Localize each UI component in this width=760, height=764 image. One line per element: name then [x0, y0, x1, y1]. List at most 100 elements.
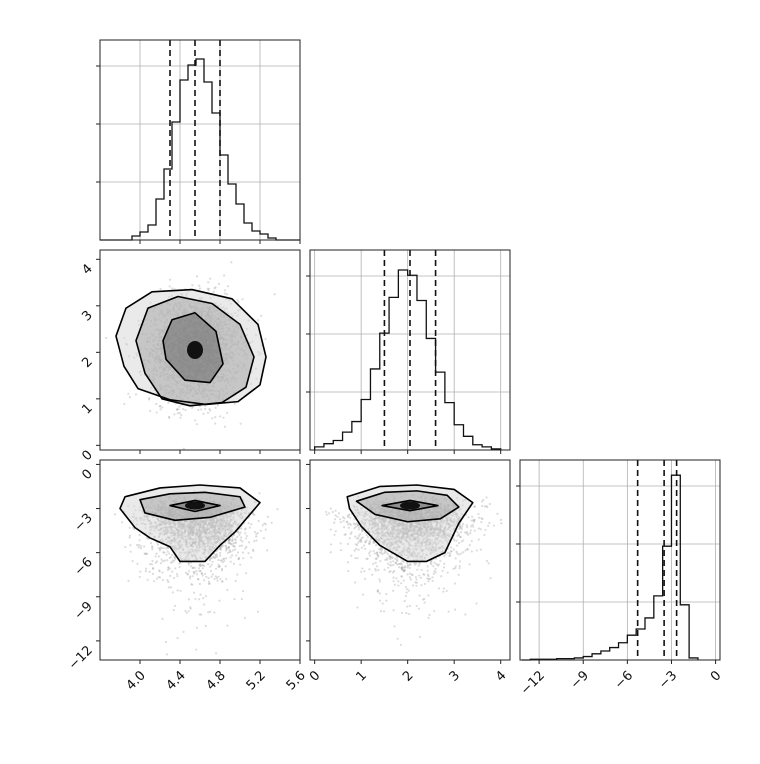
x-vs-z-scatter-point: [114, 513, 116, 515]
x-vs-z-scatter-point: [179, 590, 181, 592]
x-vs-z-scatter-point: [166, 653, 168, 655]
x-vs-z-scatter-point: [140, 547, 142, 549]
x-vs-z-scatter-point: [225, 557, 227, 559]
x-vs-z-scatter-point: [188, 598, 190, 600]
x-vs-z-scatter-point: [151, 560, 153, 562]
x-vs-y-ytick-label: 0: [79, 448, 95, 464]
x-vs-y-scatter-point: [264, 338, 266, 340]
x-vs-z-scatter-point: [177, 589, 179, 591]
x-vs-z-scatter-point: [189, 575, 191, 577]
x-vs-y-scatter-point: [129, 396, 131, 398]
x-vs-y-scatter-point: [183, 448, 185, 450]
x-vs-z-scatter-point: [162, 551, 164, 553]
x-vs-z-scatter-point: [225, 545, 227, 547]
x-vs-z-scatter-point: [211, 564, 213, 566]
x-vs-z-scatter-point: [159, 549, 161, 551]
x-vs-y-scatter-point: [240, 423, 242, 425]
x-vs-z-scatter-point: [189, 577, 191, 579]
x-vs-y-scatter-point: [149, 410, 151, 412]
x-vs-y-scatter-point: [237, 301, 239, 303]
x-vs-z-scatter-point: [161, 571, 163, 573]
x-vs-z-scatter-point: [186, 573, 188, 575]
x-vs-z-scatter-point: [129, 535, 131, 537]
x-vs-z-scatter-point: [266, 549, 268, 551]
x-vs-z-scatter-point: [232, 543, 234, 545]
x-vs-z-scatter-point: [242, 590, 244, 592]
x-vs-z-scatter-point: [245, 537, 247, 539]
x-vs-z-scatter-point: [253, 540, 255, 542]
hist-z-xtick-label: −12: [518, 668, 548, 698]
x-vs-z-scatter-point: [150, 542, 152, 544]
x-vs-z-scatter-point: [128, 536, 130, 538]
x-vs-z-scatter-point: [226, 547, 228, 549]
x-vs-y-scatter-point: [260, 315, 262, 317]
x-vs-z-scatter-point: [235, 580, 237, 582]
x-vs-y-scatter-point: [236, 299, 238, 301]
x-vs-z-scatter-point: [218, 600, 220, 602]
x-vs-z-scatter-point: [166, 559, 168, 561]
x-vs-z-scatter-point: [158, 569, 160, 571]
x-vs-z-scatter-point: [234, 549, 236, 551]
x-vs-z-scatter-point: [191, 575, 193, 577]
hist-x-frame: [100, 40, 300, 240]
x-vs-z-scatter-point: [139, 576, 141, 578]
x-vs-y-scatter-point: [218, 283, 220, 285]
x-vs-z-scatter-point: [227, 542, 229, 544]
x-vs-y-scatter-point: [209, 277, 211, 279]
x-vs-y-scatter-point: [217, 404, 219, 406]
x-vs-y-density-core: [187, 341, 203, 359]
x-vs-z-scatter-point: [196, 627, 198, 629]
x-vs-z-scatter-point: [209, 611, 211, 613]
x-vs-y-scatter-point: [194, 419, 196, 421]
x-vs-z-scatter-point: [250, 523, 252, 525]
x-vs-z-scatter-point: [214, 557, 216, 559]
x-vs-y-scatter-point: [214, 422, 216, 424]
x-vs-z-scatter-point: [267, 516, 269, 518]
x-vs-z-scatter-point: [199, 570, 201, 572]
x-vs-y-scatter-point: [156, 411, 158, 413]
x-vs-z-scatter-point: [198, 598, 200, 600]
x-vs-z-scatter-point: [178, 566, 180, 568]
x-vs-z-scatter-point: [200, 614, 202, 616]
x-vs-z-scatter-point: [235, 539, 237, 541]
x-vs-z-scatter-point: [138, 546, 140, 548]
x-vs-z-scatter-point: [209, 566, 211, 568]
x-vs-z-scatter-point: [199, 594, 201, 596]
x-vs-z-scatter-point: [271, 522, 273, 524]
x-vs-y-scatter-point: [196, 275, 198, 277]
x-vs-z-scatter-point: [188, 610, 190, 612]
x-vs-z-scatter-point: [239, 545, 241, 547]
x-vs-z-scatter-point: [203, 603, 205, 605]
x-vs-y-plot-area: [105, 261, 276, 458]
x-vs-z-scatter-point: [205, 625, 207, 627]
x-vs-y-scatter-point: [105, 337, 107, 339]
x-vs-z-scatter-point: [241, 540, 243, 542]
x-vs-z-scatter-point: [230, 543, 232, 545]
x-vs-z-scatter-point: [147, 579, 149, 581]
x-vs-z-scatter-point: [136, 563, 138, 565]
x-vs-z-scatter-point: [152, 573, 154, 575]
x-vs-y-scatter-point: [184, 409, 186, 411]
x-vs-z-scatter-point: [258, 520, 260, 522]
x-vs-y-scatter-point: [214, 286, 216, 288]
x-vs-z-scatter-point: [238, 534, 240, 536]
x-vs-z-scatter-point: [143, 545, 145, 547]
x-vs-y-scatter-point: [179, 417, 181, 419]
x-vs-z-scatter-point: [258, 492, 260, 494]
x-vs-z-scatter-point: [174, 567, 176, 569]
x-vs-z-scatter-point: [217, 576, 219, 578]
x-vs-z-scatter-point: [240, 539, 242, 541]
x-vs-z-scatter-point: [226, 625, 228, 627]
x-vs-z-scatter-point: [225, 549, 227, 551]
x-vs-z-scatter-point: [230, 561, 232, 563]
x-vs-z-scatter-point: [168, 586, 170, 588]
x-vs-z-scatter-point: [255, 539, 257, 541]
x-vs-y-scatter-point: [168, 416, 170, 418]
x-vs-y-scatter-point: [159, 405, 161, 407]
x-vs-y-scatter-point: [209, 409, 211, 411]
x-vs-z-scatter-point: [218, 565, 220, 567]
x-vs-z-scatter-point: [176, 575, 178, 577]
x-vs-z-scatter-point: [263, 537, 265, 539]
x-vs-z-scatter-point: [140, 545, 142, 547]
